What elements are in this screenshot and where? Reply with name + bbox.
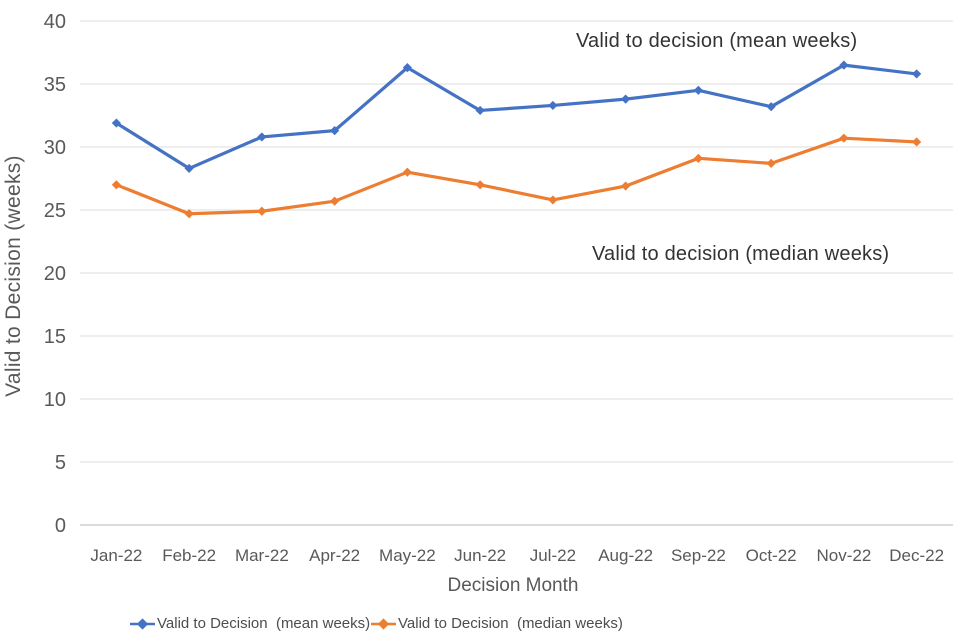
y-tick-label: 10 xyxy=(44,389,66,411)
annotation-mean-series: Valid to decision (mean weeks) xyxy=(576,30,858,52)
y-tick-label: 35 xyxy=(44,74,66,96)
x-tick-label: Jul-22 xyxy=(530,546,576,565)
data-point-1 xyxy=(766,158,776,168)
y-tick-label: 25 xyxy=(44,200,66,222)
y-axis-title: Valid to Decision (weeks) xyxy=(2,155,25,397)
x-tick-label: Jun-22 xyxy=(454,546,506,565)
series-line-1 xyxy=(114,136,919,216)
legend-label-mean: Valid to Decision (mean weeks) xyxy=(157,615,371,632)
y-tick-label: 5 xyxy=(55,452,66,474)
data-point-0 xyxy=(184,163,194,174)
legend-item-median: Valid to Decision (median weeks) xyxy=(371,615,623,632)
data-point-0 xyxy=(693,85,703,95)
data-point-0 xyxy=(766,102,776,112)
x-tick-label: Dec-22 xyxy=(889,546,944,565)
legend-item-mean: Valid to Decision (mean weeks) xyxy=(130,615,370,632)
x-tick-label: Sep-22 xyxy=(671,546,726,565)
data-point-1 xyxy=(693,153,703,163)
x-tick-label: Nov-22 xyxy=(816,546,871,565)
data-point-0 xyxy=(330,126,340,136)
data-point-0 xyxy=(257,132,267,142)
x-tick-label: Apr-22 xyxy=(309,546,360,565)
data-point-0 xyxy=(475,105,485,116)
data-point-0 xyxy=(621,94,631,104)
x-tick-label: Feb-22 xyxy=(162,546,216,565)
line-marker-icon xyxy=(371,617,396,630)
x-tick-label: May-22 xyxy=(379,546,436,565)
data-point-1 xyxy=(184,209,194,219)
x-axis-title: Decision Month xyxy=(447,575,579,596)
data-point-0 xyxy=(912,69,922,79)
data-point-1 xyxy=(111,180,121,190)
legend-label-median: Valid to Decision (median weeks) xyxy=(398,615,623,632)
data-point-1 xyxy=(548,195,558,205)
data-point-1 xyxy=(912,137,922,147)
y-tick-label: 40 xyxy=(44,11,66,33)
x-tick-label: Aug-22 xyxy=(598,546,653,565)
annotation-median-series: Valid to decision (median weeks) xyxy=(592,243,890,265)
data-point-1 xyxy=(621,181,631,191)
x-tick-label: Jan-22 xyxy=(90,546,142,565)
data-point-0 xyxy=(402,63,412,73)
data-point-1 xyxy=(475,180,485,190)
y-tick-label: 20 xyxy=(44,263,66,285)
x-tick-label: Oct-22 xyxy=(746,546,797,565)
y-tick-label: 15 xyxy=(44,326,66,348)
data-point-0 xyxy=(111,118,121,128)
data-point-0 xyxy=(839,60,849,70)
y-tick-label: 30 xyxy=(44,137,66,159)
y-tick-label: 0 xyxy=(55,515,66,537)
data-point-1 xyxy=(330,196,340,206)
data-point-1 xyxy=(402,167,412,177)
series-line-0 xyxy=(114,63,919,171)
data-point-1 xyxy=(257,206,267,216)
line-marker-icon xyxy=(130,617,155,630)
data-point-0 xyxy=(548,100,558,111)
x-tick-label: Mar-22 xyxy=(235,546,289,565)
data-point-1 xyxy=(839,133,849,143)
